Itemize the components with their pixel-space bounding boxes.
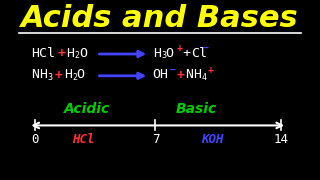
Text: 2: 2 xyxy=(75,51,80,60)
Text: 14: 14 xyxy=(273,133,288,146)
Text: 7: 7 xyxy=(152,133,159,146)
Text: Basic: Basic xyxy=(176,102,217,116)
Text: Acids and Bases: Acids and Bases xyxy=(21,4,299,33)
Text: 3: 3 xyxy=(47,73,52,82)
Text: Acidic: Acidic xyxy=(64,102,110,116)
Text: +: + xyxy=(55,69,63,82)
Text: −: − xyxy=(203,43,209,53)
Text: HCl: HCl xyxy=(31,48,55,60)
Text: +: + xyxy=(183,48,191,60)
Text: H: H xyxy=(39,68,47,81)
Text: O: O xyxy=(165,46,173,60)
Text: 4: 4 xyxy=(202,73,207,82)
Text: +: + xyxy=(176,69,184,82)
Text: 2: 2 xyxy=(72,73,77,82)
Text: Cl: Cl xyxy=(191,46,207,60)
Text: O: O xyxy=(79,46,87,60)
Text: KOH: KOH xyxy=(201,133,224,146)
Text: +: + xyxy=(207,65,213,75)
Text: 0: 0 xyxy=(31,133,38,146)
Text: 3: 3 xyxy=(161,51,166,60)
Text: H: H xyxy=(67,46,75,60)
Text: H: H xyxy=(153,46,161,60)
Text: +: + xyxy=(58,48,66,60)
Text: O: O xyxy=(76,68,84,81)
Text: −: − xyxy=(170,65,176,75)
Text: +: + xyxy=(176,43,182,53)
Text: H: H xyxy=(194,68,202,81)
Text: H: H xyxy=(64,68,72,81)
Text: N: N xyxy=(185,68,193,81)
Text: N: N xyxy=(31,68,39,81)
Text: HCl: HCl xyxy=(72,133,94,146)
Text: OH: OH xyxy=(153,68,169,81)
